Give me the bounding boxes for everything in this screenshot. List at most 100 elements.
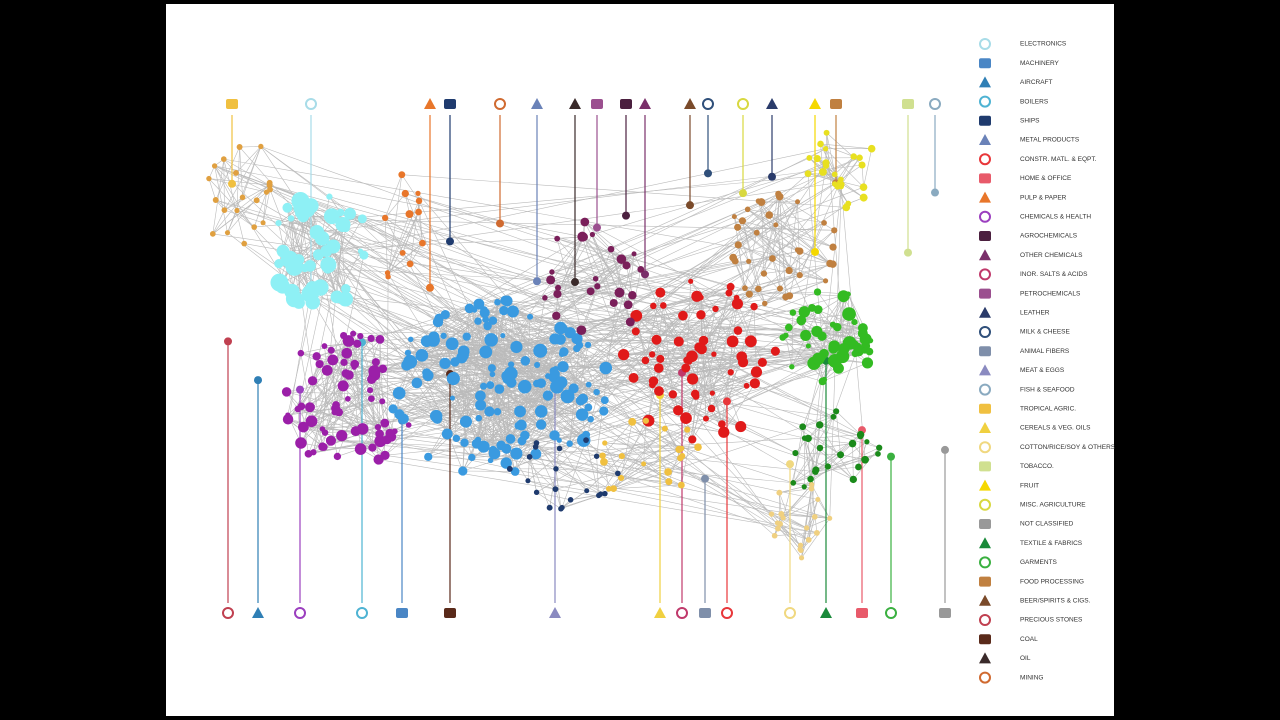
node [617, 474, 625, 482]
edge [557, 236, 585, 295]
edge [288, 293, 311, 421]
stem-node [641, 270, 649, 279]
edge [600, 162, 827, 495]
edge [426, 341, 511, 440]
edge [300, 353, 311, 408]
edge [668, 429, 688, 482]
edge [343, 353, 714, 387]
node [342, 224, 350, 233]
icon [979, 461, 991, 472]
legend-label: MINING [1020, 674, 1043, 681]
node [520, 356, 531, 366]
edge [561, 440, 587, 508]
node [628, 417, 637, 426]
node [371, 358, 380, 367]
stem-node [446, 237, 454, 246]
edge [529, 456, 601, 495]
edge [592, 234, 615, 304]
node [281, 387, 292, 397]
edge [613, 484, 682, 489]
node [336, 429, 348, 442]
node [233, 170, 239, 176]
node [573, 344, 581, 353]
node [499, 305, 509, 316]
node [589, 231, 596, 238]
node [806, 155, 813, 161]
stem-node [701, 474, 709, 483]
node [602, 440, 608, 446]
node [876, 444, 883, 451]
legend-label: METAL PRODUCTS [1020, 137, 1080, 144]
node [337, 380, 349, 392]
edge [583, 236, 681, 459]
node [812, 466, 820, 474]
node [615, 470, 621, 477]
node [845, 200, 852, 207]
edge [384, 455, 815, 518]
icon [531, 98, 543, 109]
edge [399, 392, 483, 396]
stem-node [887, 452, 895, 461]
node [488, 447, 501, 460]
edge [223, 158, 833, 265]
edge [223, 159, 245, 244]
icon [639, 98, 651, 109]
edge [652, 384, 747, 387]
node [260, 220, 266, 226]
edge [322, 398, 372, 430]
node [475, 399, 487, 411]
node [734, 241, 742, 249]
node [267, 186, 273, 193]
node [735, 421, 747, 433]
legend-label: INOR. SALTS & ACIDS [1020, 271, 1088, 278]
edge [603, 353, 856, 463]
node [315, 359, 324, 369]
edge [756, 232, 800, 276]
edge [387, 174, 403, 277]
node [297, 349, 305, 357]
edge [529, 456, 550, 508]
icon [979, 634, 991, 645]
edge [322, 446, 361, 450]
node [479, 391, 486, 398]
node [817, 331, 827, 341]
node [211, 163, 218, 169]
legend-label: FRUIT [1020, 482, 1039, 489]
edge [569, 344, 589, 444]
edge [711, 362, 744, 409]
node [688, 435, 697, 444]
edge [596, 456, 600, 496]
icon [356, 607, 368, 619]
icon [979, 210, 991, 223]
node [680, 412, 692, 425]
node [258, 143, 264, 150]
node [598, 491, 604, 497]
edge [387, 242, 423, 274]
node [742, 285, 748, 292]
node [502, 372, 515, 385]
node [799, 423, 807, 431]
edge [747, 209, 776, 226]
node [850, 153, 857, 160]
edge [712, 303, 738, 394]
edge [672, 394, 723, 425]
icon [591, 99, 603, 109]
edge [303, 228, 347, 428]
node [600, 458, 608, 466]
node [579, 232, 588, 242]
node [637, 265, 645, 273]
icon [979, 614, 991, 626]
node [220, 156, 227, 162]
node [856, 154, 863, 162]
edge [421, 351, 486, 356]
node [206, 175, 212, 182]
node [535, 419, 547, 430]
node [446, 371, 460, 386]
node [440, 309, 450, 320]
edge [834, 156, 854, 175]
edge [303, 340, 349, 428]
edge [484, 312, 589, 346]
edge [556, 269, 641, 317]
node [419, 239, 426, 247]
